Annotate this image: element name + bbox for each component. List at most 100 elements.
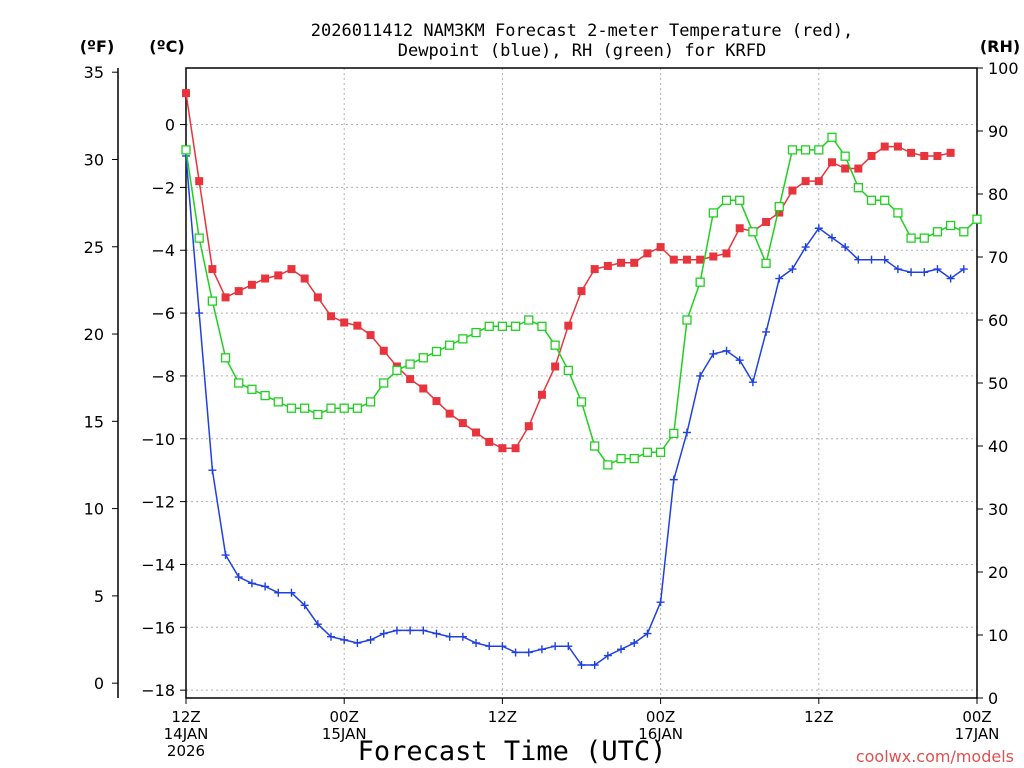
relative-humidity-point — [893, 208, 903, 218]
temperature-point — [867, 151, 876, 160]
celsius-tick-label: −8 — [151, 367, 175, 386]
fahrenheit-tick-label: 10 — [84, 500, 104, 519]
relative-humidity-point — [814, 145, 824, 155]
fahrenheit-tick-label: 15 — [84, 412, 104, 431]
temperature-point — [353, 321, 362, 330]
dewpoint-point — [511, 648, 520, 657]
relative-humidity-point — [761, 258, 771, 268]
relative-humidity-point — [524, 315, 534, 325]
x-axis-label: Forecast Time (UTC) — [358, 736, 667, 767]
relative-humidity-point — [234, 378, 244, 388]
rh-tick-label: 50 — [988, 374, 1008, 393]
dewpoint-point — [946, 274, 955, 283]
temperature-point — [617, 258, 626, 267]
relative-humidity-point — [497, 321, 508, 331]
dewpoint-point — [274, 588, 283, 597]
dewpoint-point — [498, 642, 507, 651]
temperature-point — [432, 397, 441, 406]
relative-humidity-point — [471, 327, 481, 338]
x-tick-label: 12Z — [804, 708, 833, 726]
dewpoint-point — [379, 629, 388, 638]
dewpoint-point — [603, 651, 612, 660]
temperature-point — [643, 249, 652, 258]
relative-humidity-point — [379, 378, 389, 388]
temperature-point — [366, 331, 375, 340]
relative-humidity-point — [840, 151, 850, 161]
dewpoint-point — [867, 255, 876, 264]
relative-humidity-point — [313, 409, 323, 420]
dewpoint-point — [300, 601, 309, 610]
temperature-point — [814, 177, 823, 186]
relative-humidity-point — [352, 403, 363, 413]
temperature-point — [735, 224, 744, 233]
relative-humidity-point — [484, 321, 494, 331]
relative-humidity-point — [194, 233, 204, 243]
dewpoint-point — [353, 639, 362, 648]
temperature-point — [498, 444, 507, 453]
temperature-point — [511, 444, 520, 453]
rh-tick-label: 60 — [988, 311, 1008, 330]
dewpoint-point — [327, 632, 336, 641]
temperature-point — [274, 271, 283, 280]
relative-humidity-point — [695, 277, 705, 287]
x-tick-label: 00Z — [330, 708, 359, 726]
dewpoint-point — [195, 309, 204, 318]
dewpoint-point — [933, 265, 942, 274]
fahrenheit-tick-label: 5 — [94, 587, 104, 606]
temperature-point — [709, 252, 718, 261]
celsius-tick-label: −16 — [141, 618, 175, 637]
dewpoint-point — [643, 629, 652, 638]
temperature-point — [920, 151, 929, 160]
fahrenheit-tick-label: 20 — [84, 325, 104, 344]
relative-humidity-point — [774, 201, 784, 212]
temperature-point — [419, 384, 428, 393]
temperature-line — [185, 92, 951, 449]
relative-humidity-point — [853, 183, 863, 193]
temperature-point — [458, 419, 467, 428]
dewpoint-point — [656, 598, 665, 607]
relative-humidity-point — [919, 233, 929, 243]
dewpoint-point — [208, 466, 217, 475]
temperature-point — [208, 265, 217, 274]
relative-humidity-point — [959, 227, 969, 237]
dewpoint-point — [893, 265, 902, 274]
temperature-point — [933, 151, 942, 160]
dewpoint-point — [682, 428, 691, 437]
dewpoint-point — [458, 632, 467, 641]
temperature-point — [893, 142, 902, 151]
dewpoint-point — [669, 475, 678, 484]
temperature-point — [669, 255, 678, 264]
temperature-point — [788, 186, 797, 195]
dewpoint-point — [524, 648, 533, 657]
temperature-point — [261, 274, 270, 283]
celsius-unit-label: (ºC) — [149, 37, 184, 56]
relative-humidity-point — [590, 441, 600, 451]
dewpoint-point — [590, 661, 599, 670]
temperature-point — [880, 142, 889, 151]
dewpoint-point — [814, 224, 823, 233]
temperature-point — [551, 362, 560, 371]
celsius-tick-label: −12 — [141, 493, 175, 512]
x-tick-label: 17JAN — [955, 725, 1000, 743]
dewpoint-point — [406, 626, 415, 635]
grid-lines — [186, 68, 977, 698]
celsius-tick-label: −4 — [151, 241, 175, 260]
relative-humidity-point — [286, 403, 297, 413]
temperature-point — [379, 346, 388, 355]
temperature-point — [946, 148, 955, 157]
temperature-point — [195, 177, 204, 186]
relative-humidity-point — [326, 403, 336, 413]
relative-humidity-point — [339, 403, 349, 413]
dewpoint-point — [551, 642, 560, 651]
dewpoint-point — [472, 639, 481, 648]
relative-humidity-point — [800, 145, 811, 155]
celsius-tick-label: −14 — [141, 555, 175, 574]
fahrenheit-unit-label: (ºF) — [80, 37, 115, 56]
rh-tick-label: 100 — [988, 59, 1019, 78]
relative-humidity-point — [392, 365, 402, 376]
temperature-point — [247, 280, 256, 289]
temperature-point — [537, 390, 546, 399]
dewpoint-point — [748, 378, 757, 387]
